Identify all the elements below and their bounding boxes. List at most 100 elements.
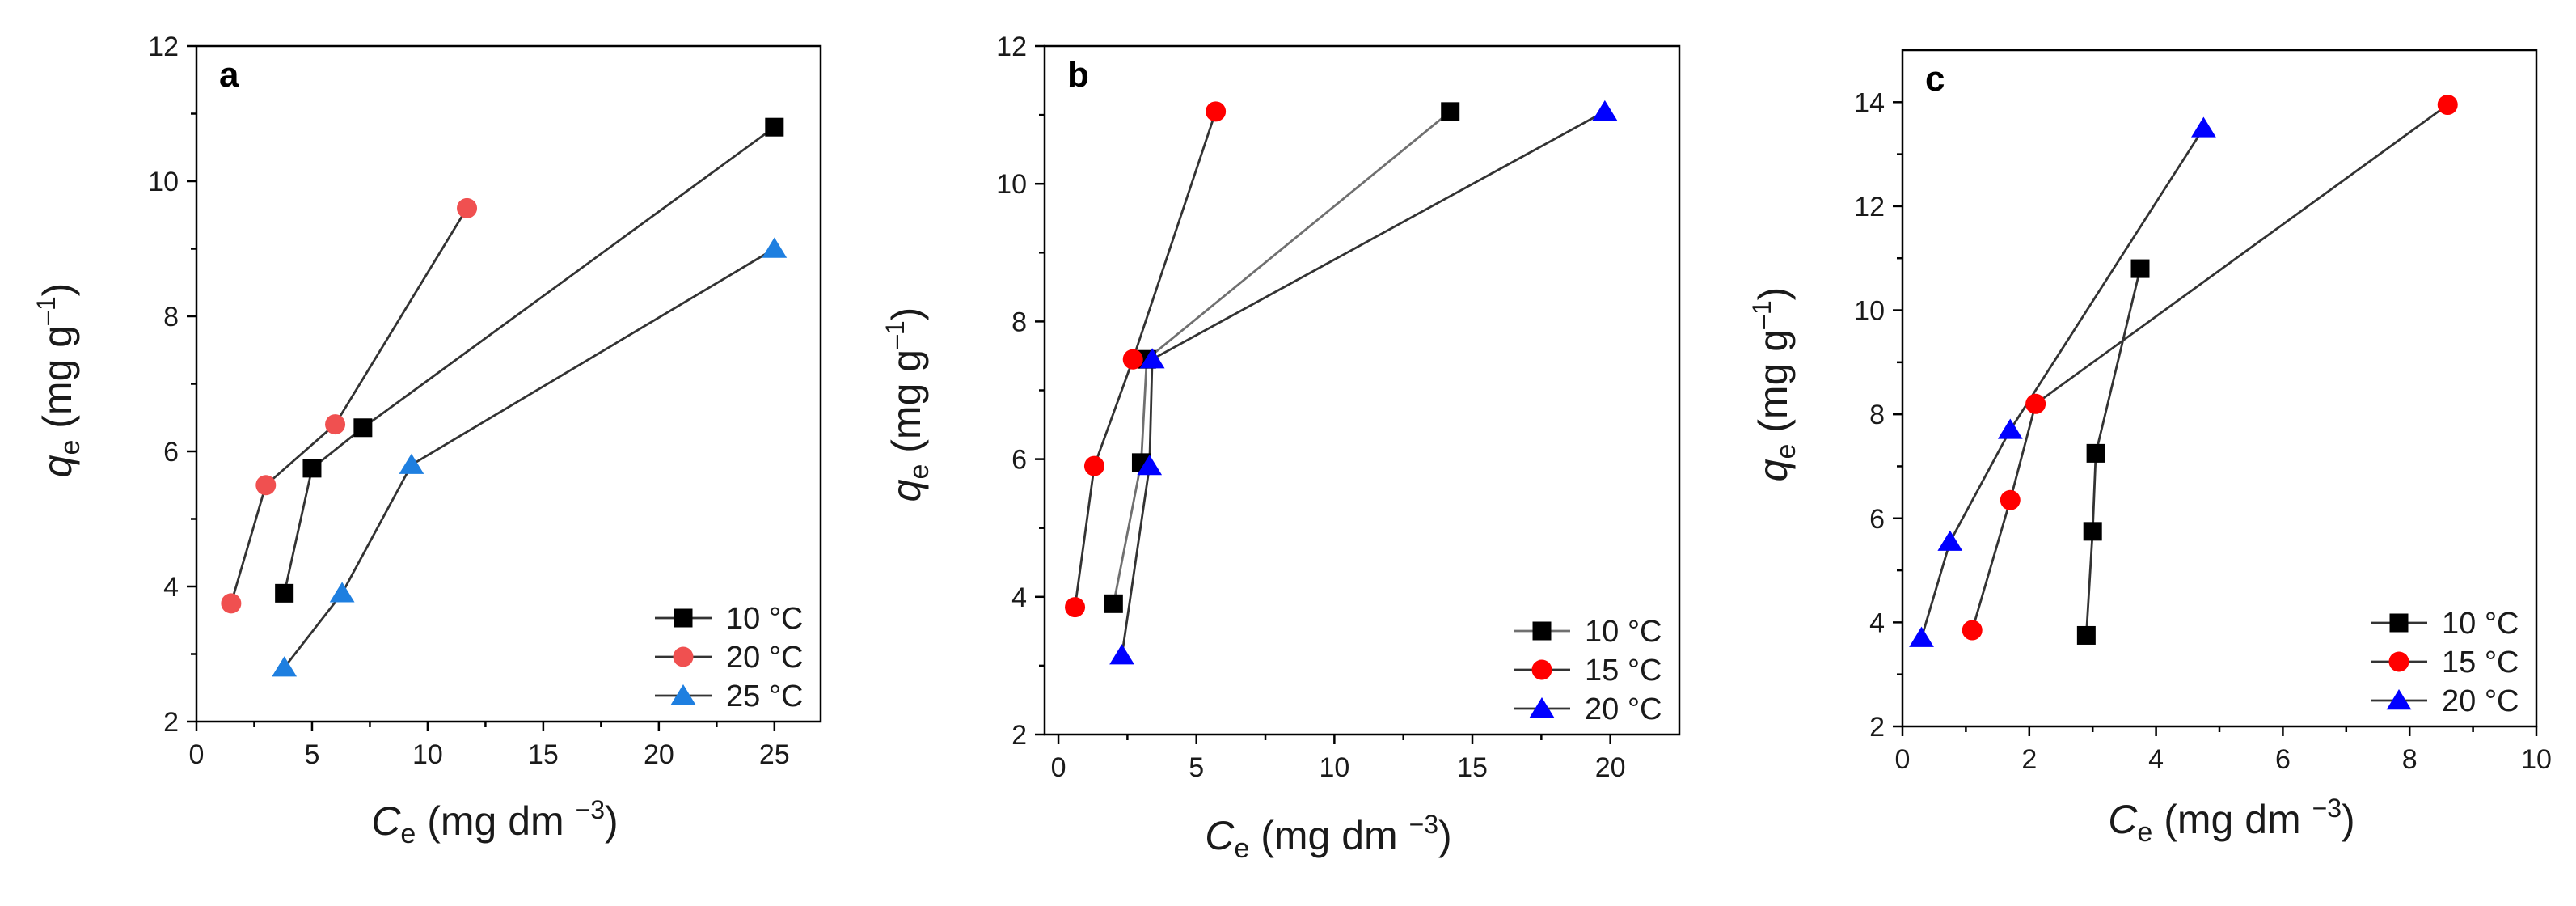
legend-label-1: 15 °C — [2442, 646, 2519, 680]
data-point-1-3 — [457, 197, 478, 218]
x-tick-label: 2 — [2021, 744, 2037, 775]
x-axis-label: Ce (mg dm −3) — [2108, 794, 2354, 848]
data-point-1-2 — [325, 414, 346, 435]
legend-marker-2 — [2386, 689, 2412, 710]
y-tick-label: 6 — [163, 437, 179, 468]
data-point-2-1 — [1137, 455, 1163, 476]
data-point-1-0 — [1065, 597, 1086, 618]
y-tick-label: 2 — [1869, 712, 1885, 743]
panel-a: 0 5 10 15 20 25 2 4 6 8 10 12 a Ce (mg dm −3) qe (mg g… — [32, 32, 822, 849]
legend-marker-0 — [674, 608, 693, 628]
series-line-1 — [230, 207, 468, 604]
x-tick-label: 6 — [2275, 744, 2291, 775]
data-point-0-0 — [1104, 594, 1123, 613]
legend-label-0: 10 °C — [2442, 607, 2519, 641]
data-point-2-3 — [2191, 116, 2216, 138]
data-point-2-3 — [762, 237, 788, 258]
y-tick-label: 12 — [148, 32, 179, 62]
x-tick-label: 20 — [1595, 752, 1626, 783]
x-tick-label: 0 — [1895, 744, 1911, 775]
y-tick-label: 8 — [1011, 307, 1027, 337]
x-tick-label: 0 — [189, 739, 205, 770]
series-line-2 — [1920, 127, 2205, 639]
x-axis-label: Ce (mg dm −3) — [1205, 810, 1451, 864]
series-line-0 — [1112, 110, 1451, 604]
panel-label: c — [1925, 59, 1945, 99]
data-point-1-1 — [255, 475, 277, 496]
series-line-1 — [1970, 104, 2449, 631]
y-axis-label: qe (mg g–1) — [32, 283, 86, 478]
y-tick-label: 2 — [1011, 720, 1027, 751]
data-point-0-1 — [2083, 522, 2102, 541]
x-tick-label: 20 — [644, 739, 674, 770]
panel-label: a — [219, 55, 239, 95]
series-line-0 — [2084, 268, 2142, 636]
legend-marker-2 — [1529, 697, 1555, 718]
data-point-0-1 — [302, 459, 322, 478]
y-tick-label: 8 — [1869, 400, 1885, 430]
legend-label-0: 10 °C — [726, 602, 803, 636]
series-line-0 — [283, 126, 775, 594]
data-point-2-0 — [1909, 626, 1934, 647]
series-line-1 — [1074, 111, 1217, 608]
data-point-2-1 — [1937, 530, 1963, 551]
x-tick-label: 5 — [305, 739, 320, 770]
panel-label: b — [1067, 55, 1089, 95]
data-point-1-2 — [1122, 349, 1143, 370]
data-point-2-1 — [329, 582, 355, 603]
data-point-2-3 — [1592, 99, 1618, 121]
data-point-0-0 — [275, 583, 294, 603]
y-axis-label: qe (mg g–1) — [1747, 287, 1801, 482]
data-point-2-2 — [1997, 418, 2023, 439]
data-point-1-0 — [221, 593, 242, 614]
legend-label-2: 20 °C — [1585, 692, 1662, 726]
legend-label-1: 20 °C — [726, 641, 803, 675]
data-point-0-3 — [1441, 102, 1460, 121]
data-point-1-0 — [1962, 620, 1983, 641]
legend-label-0: 10 °C — [1585, 615, 1662, 649]
data-point-0-3 — [2130, 259, 2150, 278]
data-point-2-0 — [1109, 644, 1134, 665]
x-tick-label: 10 — [2521, 744, 2552, 775]
legend-marker-1 — [1531, 659, 1552, 680]
x-tick-label: 10 — [1319, 752, 1349, 783]
legend-marker-1 — [673, 646, 694, 667]
x-tick-label: 0 — [1051, 752, 1066, 783]
data-point-2-0 — [272, 656, 298, 677]
data-point-0-0 — [2076, 625, 2096, 645]
y-tick-label: 4 — [1869, 608, 1885, 638]
data-point-1-1 — [1083, 455, 1104, 476]
legend-label-2: 25 °C — [726, 680, 803, 713]
y-tick-label: 2 — [163, 707, 179, 738]
x-tick-label: 8 — [2402, 744, 2418, 775]
y-tick-label: 6 — [1011, 445, 1027, 476]
y-tick-label: 12 — [996, 32, 1027, 62]
x-tick-label: 15 — [1457, 752, 1488, 783]
y-tick-label: 4 — [163, 572, 179, 603]
y-tick-label: 12 — [1854, 192, 1885, 222]
series-line-2 — [1121, 110, 1606, 656]
data-point-0-2 — [2086, 443, 2105, 463]
y-tick-label: 8 — [163, 302, 179, 332]
x-tick-label: 15 — [528, 739, 559, 770]
data-point-1-3 — [1206, 101, 1227, 122]
x-tick-label: 25 — [759, 739, 790, 770]
legend-label-1: 15 °C — [1585, 654, 1662, 688]
data-point-1-3 — [2437, 95, 2458, 116]
y-axis-label: qe (mg g–1) — [880, 307, 935, 502]
data-point-0-2 — [353, 418, 373, 438]
y-tick-label: 4 — [1011, 582, 1027, 613]
data-point-2-2 — [1139, 348, 1165, 369]
y-tick-label: 14 — [1854, 87, 1885, 118]
series-line-2 — [283, 248, 775, 669]
x-tick-label: 10 — [412, 739, 443, 770]
x-axis-label: Ce (mg dm −3) — [371, 795, 618, 849]
legend-marker-1 — [2388, 651, 2409, 672]
data-point-2-2 — [399, 453, 424, 474]
legend-marker-2 — [670, 684, 696, 705]
data-point-0-3 — [765, 117, 784, 137]
y-tick-label: 10 — [1854, 296, 1885, 327]
legend-label-2: 20 °C — [2442, 684, 2519, 718]
y-tick-label: 6 — [1869, 504, 1885, 535]
